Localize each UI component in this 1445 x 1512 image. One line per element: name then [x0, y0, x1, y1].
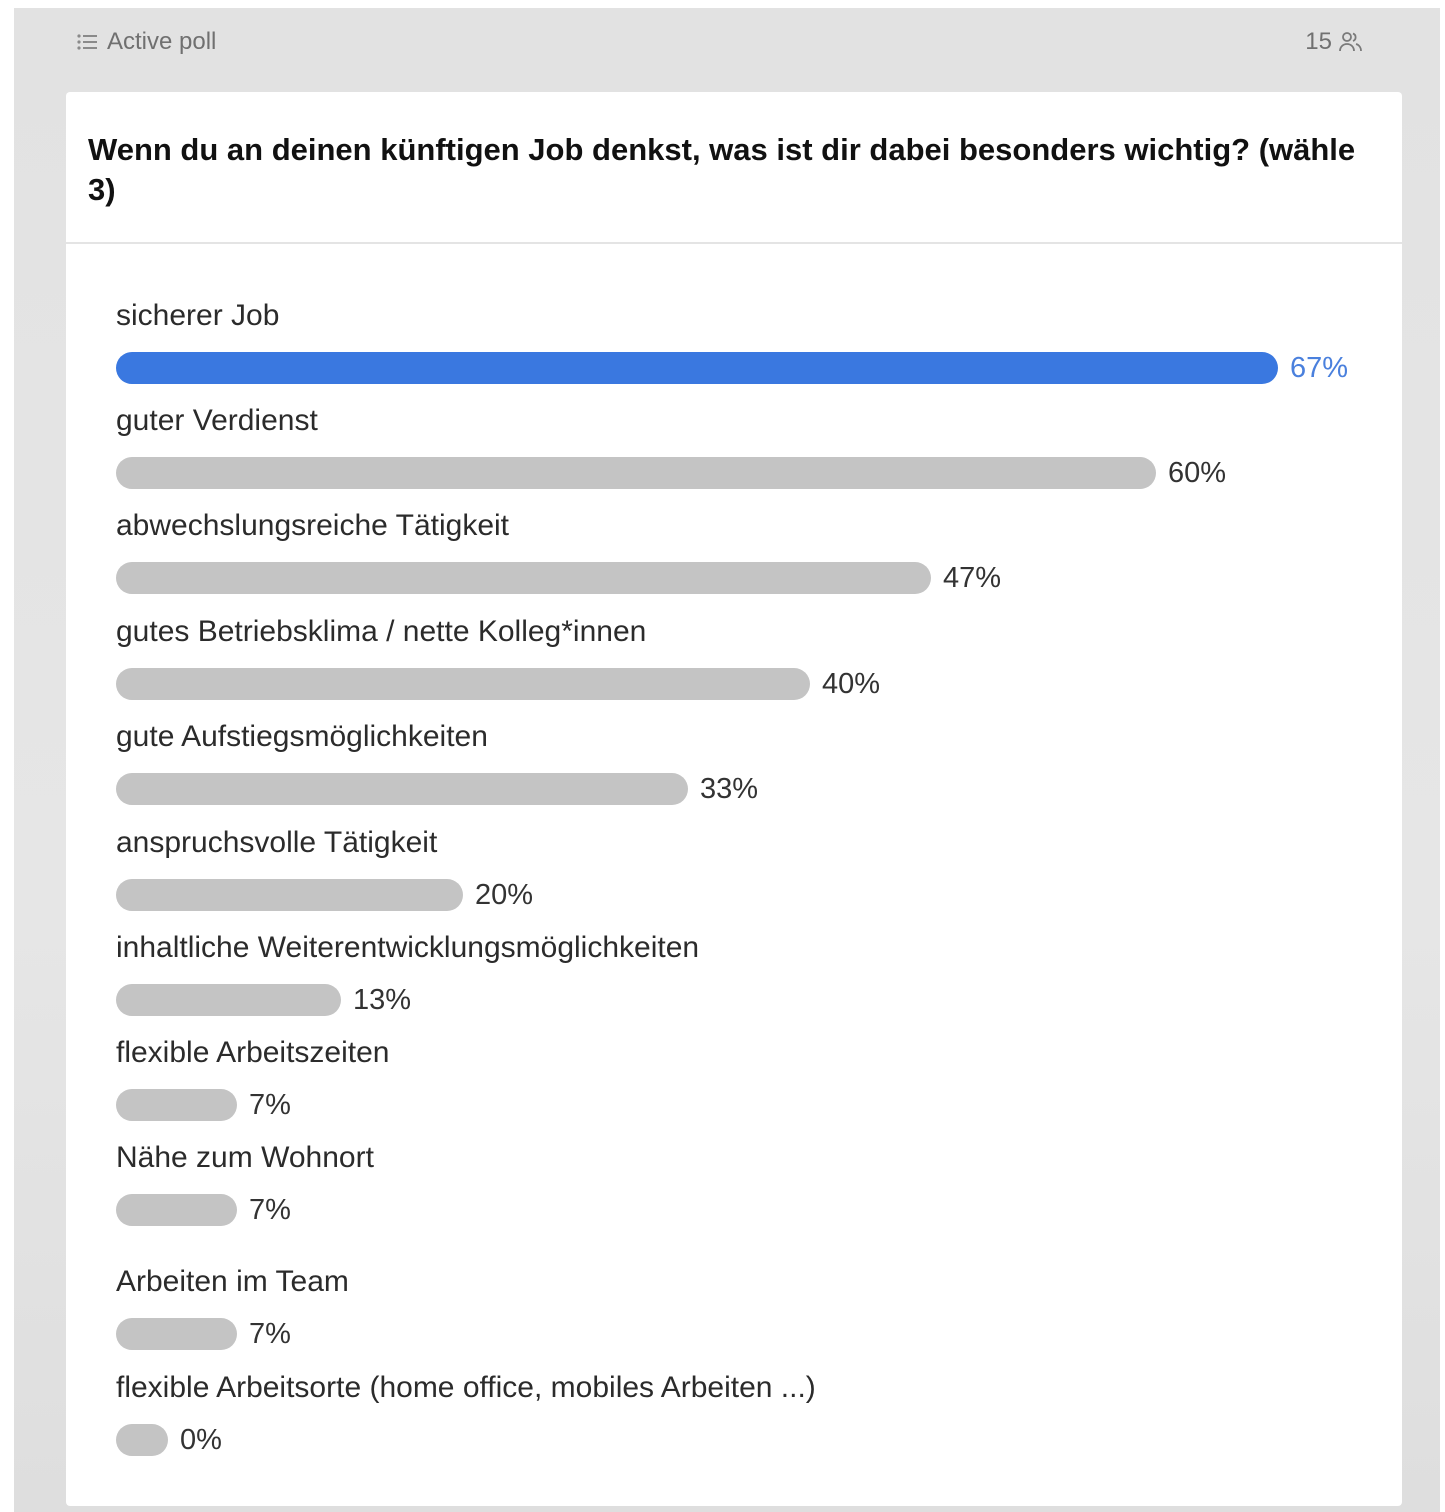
option-label: Nähe zum Wohnort	[116, 1141, 374, 1174]
result-percent: 33%	[700, 773, 759, 805]
poll-option: gutes Betriebsklima / nette Kolleg*innen…	[116, 614, 1386, 714]
poll-option: anspruchsvolle Tätigkeit 20%	[116, 825, 1386, 925]
divider	[66, 242, 1402, 244]
result-percent: 67%	[1290, 352, 1349, 384]
list-icon	[76, 32, 98, 52]
result-bar	[116, 352, 1278, 384]
poll-option: flexible Arbeitszeiten 7%	[116, 1035, 1386, 1135]
option-result: 60%	[116, 455, 1386, 491]
result-percent: 60%	[1168, 457, 1227, 489]
poll-option: guter Verdienst 60%	[116, 403, 1386, 503]
result-bar	[116, 457, 1156, 489]
option-label: abwechslungsreiche Tätigkeit	[116, 509, 510, 542]
option-label: flexible Arbeitszeiten	[116, 1036, 390, 1069]
result-percent: 40%	[822, 668, 881, 700]
result-bar	[116, 562, 931, 594]
result-percent: 20%	[475, 879, 534, 911]
option-result: 13%	[116, 982, 1386, 1018]
poll-option: inhaltliche Weiterentwicklungsmöglichkei…	[116, 930, 1386, 1030]
option-result: 0%	[116, 1422, 1386, 1458]
option-result: 47%	[116, 560, 1386, 596]
option-result: 7%	[116, 1316, 1386, 1352]
poll-option: sicherer Job 67%	[116, 298, 1386, 398]
option-label: anspruchsvolle Tätigkeit	[116, 826, 438, 859]
result-percent: 13%	[353, 984, 412, 1016]
option-label: sicherer Job	[116, 299, 280, 332]
result-bar	[116, 773, 688, 805]
poll-question: Wenn du an deinen künftigen Job denkst, …	[88, 132, 1356, 207]
result-percent: 7%	[249, 1318, 291, 1350]
result-bar	[116, 984, 341, 1016]
option-result: 7%	[116, 1192, 1386, 1228]
result-bar	[116, 879, 463, 911]
poll-header: Active poll 15	[14, 8, 1440, 82]
option-label: guter Verdienst	[116, 404, 318, 437]
option-label: gutes Betriebsklima / nette Kolleg*innen	[116, 615, 647, 648]
option-result: 7%	[116, 1087, 1386, 1123]
poll-option: Nähe zum Wohnort 7%	[116, 1140, 1386, 1240]
users-icon	[1338, 30, 1364, 54]
result-bar	[116, 1424, 168, 1456]
poll-status: Active poll	[76, 28, 216, 56]
result-percent: 47%	[943, 562, 1002, 594]
poll-option: abwechslungsreiche Tätigkeit 47%	[116, 508, 1386, 608]
result-bar	[116, 1089, 237, 1121]
result-bar	[116, 1194, 237, 1226]
result-percent: 7%	[249, 1194, 291, 1226]
poll-card: Wenn du an deinen künftigen Job denkst, …	[66, 92, 1402, 1506]
participant-count-value: 15	[1305, 28, 1332, 55]
poll-option: gute Aufstiegsmöglichkeiten 33%	[116, 719, 1386, 819]
result-percent: 7%	[249, 1089, 291, 1121]
poll-status-label: Active poll	[107, 28, 217, 55]
option-label: flexible Arbeitsorte (home office, mobil…	[116, 1371, 816, 1404]
option-label: inhaltliche Weiterentwicklungsmöglichkei…	[116, 931, 700, 964]
option-label: gute Aufstiegsmöglichkeiten	[116, 720, 488, 753]
participant-count: 15	[1305, 28, 1364, 56]
poll-panel: Active poll 15 Wenn du an deinen künftig…	[14, 8, 1440, 1512]
option-result: 40%	[116, 666, 1386, 702]
result-bar	[116, 1318, 237, 1350]
poll-option: flexible Arbeitsorte (home office, mobil…	[116, 1370, 1386, 1470]
result-percent: 0%	[180, 1424, 222, 1456]
option-result: 20%	[116, 877, 1386, 913]
option-label: Arbeiten im Team	[116, 1265, 349, 1298]
option-result: 33%	[116, 771, 1386, 807]
poll-option: Arbeiten im Team 7%	[116, 1264, 1386, 1364]
option-result: 67%	[116, 350, 1386, 386]
result-bar	[116, 668, 810, 700]
